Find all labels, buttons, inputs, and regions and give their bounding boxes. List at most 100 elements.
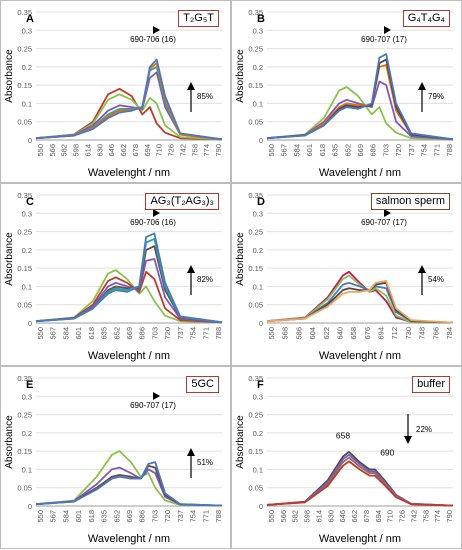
series-line-1 xyxy=(35,269,223,324)
x-tick-label: 566 xyxy=(279,510,288,523)
chart-panel-c: 0 0.05 0.1 0.15 0.2 0.25 0.3 0.35 550 567 584 601 61… xyxy=(0,183,231,366)
x-tick-label: 646 xyxy=(107,144,116,157)
x-tick-label: 601 xyxy=(305,144,314,157)
x-tick-label: 737 xyxy=(407,144,416,157)
x-tick-label: 686 xyxy=(138,327,147,340)
y-tick-label: 0.3 xyxy=(22,392,32,401)
y-tick-label: 0 xyxy=(259,136,263,145)
panel-title-d: salmon sperm xyxy=(370,193,450,210)
y-tick-label: 0.1 xyxy=(253,282,263,291)
panel-title-e: 5GC xyxy=(186,376,219,393)
x-axis-title: Wavelenght / nm xyxy=(88,167,170,179)
trend-arrow-head xyxy=(418,82,426,90)
y-tick-label: 0.05 xyxy=(248,484,263,493)
annotation-marker xyxy=(384,26,391,34)
y-tick-label: 0.05 xyxy=(17,118,32,127)
x-tick-label: 669 xyxy=(356,144,365,157)
y-tick-label: 0.15 xyxy=(248,264,263,273)
series-line-2 xyxy=(35,93,223,141)
x-tick-label: 726 xyxy=(398,510,407,523)
series-line-1 xyxy=(266,451,454,507)
y-tick-label: 0.2 xyxy=(22,63,32,72)
x-tick-label: 754 xyxy=(420,144,429,157)
annotation-label: 690-706 (16) xyxy=(130,35,176,44)
x-tick-label: 771 xyxy=(201,510,210,523)
panel-letter: E xyxy=(26,379,33,391)
x-tick-label: 774 xyxy=(202,144,211,157)
x-tick-label: 737 xyxy=(176,327,185,340)
x-tick-label: 652 xyxy=(112,510,121,523)
x-tick-label: 550 xyxy=(267,144,276,157)
y-tick-label: 0.25 xyxy=(248,45,263,54)
x-tick-label: 550 xyxy=(267,327,276,340)
x-tick-label: 790 xyxy=(214,144,223,157)
y-tick-label: 0.1 xyxy=(253,99,263,108)
x-tick-label: 754 xyxy=(189,510,198,523)
percent-change-label: 22% xyxy=(416,425,432,434)
x-tick-label: 567 xyxy=(280,144,289,157)
chart-panel-e: 0 0.05 0.1 0.15 0.2 0.25 0.3 0.35 550 567 584 601 61… xyxy=(0,366,231,549)
x-tick-label: 703 xyxy=(150,510,159,523)
x-tick-label: 710 xyxy=(386,510,395,523)
y-tick-label: 0 xyxy=(259,502,263,511)
annotation-marker xyxy=(153,392,160,400)
x-tick-label: 788 xyxy=(214,327,223,340)
y-tick-label: 0.2 xyxy=(22,246,32,255)
y-tick-label: 0.15 xyxy=(17,264,32,273)
x-tick-label: 630 xyxy=(326,510,335,523)
series-line-6 xyxy=(35,58,223,141)
series-line-4 xyxy=(266,281,454,324)
y-tick-label: 0.05 xyxy=(17,301,32,310)
y-tick-label: 0.3 xyxy=(253,26,263,35)
y-tick-label: 0.25 xyxy=(248,411,263,420)
panel-title-b: G₄T₄G₄ xyxy=(402,10,450,27)
y-tick-label: 0.35 xyxy=(17,8,32,17)
y-tick-label: 0.35 xyxy=(17,191,32,200)
y-tick-label: 0.1 xyxy=(253,465,263,474)
x-tick-label: 720 xyxy=(163,327,172,340)
y-tick-label: 0.2 xyxy=(253,63,263,72)
y-tick-label: 0.35 xyxy=(248,8,263,17)
x-tick-label: 748 xyxy=(418,327,427,340)
x-tick-label: 694 xyxy=(377,327,386,340)
series-line-3 xyxy=(35,464,223,507)
trend-arrow-head xyxy=(404,436,412,444)
x-tick-label: 630 xyxy=(95,144,104,157)
panel-title-f: buffer xyxy=(412,376,450,393)
y-tick-label: 0.15 xyxy=(17,81,32,90)
x-tick-label: 790 xyxy=(445,510,454,523)
y-tick-label: 0.25 xyxy=(248,228,263,237)
panel-border xyxy=(231,183,462,366)
trend-arrow-head xyxy=(187,448,195,456)
trend-arrow-head xyxy=(187,82,195,90)
annotation-marker xyxy=(153,26,160,34)
x-tick-label: 550 xyxy=(36,510,45,523)
x-tick-label: 635 xyxy=(100,327,109,340)
percent-change-label: 79% xyxy=(428,92,444,101)
x-tick-label: 567 xyxy=(49,327,58,340)
x-tick-label: 758 xyxy=(421,510,430,523)
series-line-2 xyxy=(35,466,223,507)
y-tick-label: 0 xyxy=(28,319,32,328)
series-line-3 xyxy=(35,71,223,141)
x-tick-label: 601 xyxy=(74,510,83,523)
percent-change-label: 85% xyxy=(197,92,213,101)
x-tick-label: 678 xyxy=(362,510,371,523)
x-tick-label: 788 xyxy=(445,144,454,157)
series-line-6 xyxy=(35,232,223,324)
x-tick-label: 604 xyxy=(308,327,317,340)
annotation-label: 690-706 (16) xyxy=(130,218,176,227)
y-tick-label: 0.2 xyxy=(22,429,32,438)
series-line-1 xyxy=(35,87,223,141)
y-tick-label: 0.15 xyxy=(17,447,32,456)
x-tick-label: 771 xyxy=(432,144,441,157)
y-tick-label: 0.15 xyxy=(248,447,263,456)
annotation-marker xyxy=(153,209,160,217)
chart-a: 0 0.05 0.1 0.15 0.2 0.25 0.3 0.35 550 566 582 598 61… xyxy=(0,0,231,183)
x-tick-label: 662 xyxy=(350,510,359,523)
x-tick-label: 584 xyxy=(61,327,70,340)
x-tick-label: 771 xyxy=(201,327,210,340)
y-tick-label: 0.35 xyxy=(248,191,263,200)
chart-panel-a: 0 0.05 0.1 0.15 0.2 0.25 0.3 0.35 550 566 582 598 61… xyxy=(0,0,231,183)
y-axis-title: Absorbance xyxy=(235,49,246,103)
